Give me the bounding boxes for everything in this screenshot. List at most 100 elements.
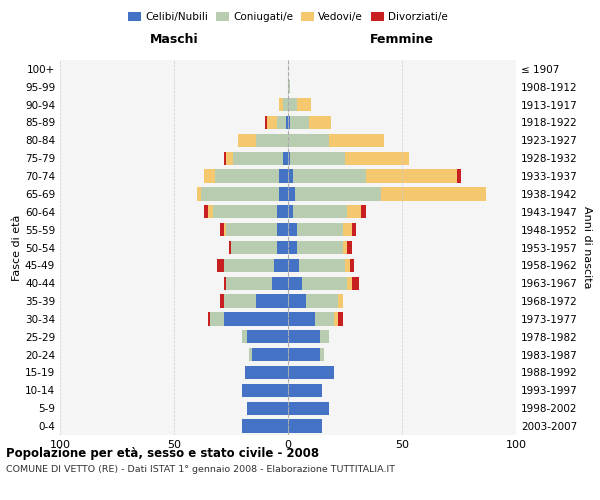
Bar <box>242 330 247 344</box>
Bar <box>365 170 457 183</box>
Bar <box>288 294 306 308</box>
Bar <box>288 276 302 290</box>
Bar <box>299 258 345 272</box>
Bar <box>334 312 338 326</box>
Bar <box>297 241 343 254</box>
Bar <box>288 205 293 218</box>
Bar <box>203 205 208 218</box>
Bar <box>290 152 345 165</box>
Bar <box>245 366 288 379</box>
Bar <box>277 205 288 218</box>
Bar <box>352 276 359 290</box>
Bar <box>288 366 334 379</box>
Bar <box>320 348 325 362</box>
Bar <box>274 258 288 272</box>
Bar <box>288 223 297 236</box>
Bar <box>329 134 384 147</box>
Legend: Celibi/Nubili, Coniugati/e, Vedovi/e, Divorziati/e: Celibi/Nubili, Coniugati/e, Vedovi/e, Di… <box>124 8 452 26</box>
Bar <box>343 241 347 254</box>
Bar <box>288 134 329 147</box>
Bar <box>293 205 347 218</box>
Bar <box>316 312 334 326</box>
Bar <box>352 223 356 236</box>
Bar <box>347 205 361 218</box>
Bar <box>286 116 288 129</box>
Bar <box>457 170 461 183</box>
Bar <box>347 276 352 290</box>
Bar <box>256 134 288 147</box>
Bar <box>268 116 277 129</box>
Bar <box>277 116 286 129</box>
Bar <box>256 294 288 308</box>
Bar <box>297 223 343 236</box>
Bar <box>265 116 268 129</box>
Bar <box>338 294 343 308</box>
Bar <box>231 241 277 254</box>
Bar <box>288 98 297 112</box>
Y-axis label: Fasce di età: Fasce di età <box>12 214 22 280</box>
Bar <box>290 116 308 129</box>
Bar <box>308 116 331 129</box>
Bar <box>229 241 231 254</box>
Bar <box>288 348 320 362</box>
Bar <box>279 187 288 200</box>
Bar <box>288 402 329 415</box>
Bar <box>208 205 213 218</box>
Bar <box>345 152 409 165</box>
Bar <box>251 348 288 362</box>
Bar <box>215 170 279 183</box>
Bar <box>211 312 224 326</box>
Bar <box>279 98 283 112</box>
Bar <box>220 223 224 236</box>
Bar <box>202 187 279 200</box>
Bar <box>347 241 352 254</box>
Bar <box>306 294 338 308</box>
Bar <box>272 276 288 290</box>
Bar <box>293 170 365 183</box>
Bar <box>288 116 290 129</box>
Bar <box>297 98 311 112</box>
Bar <box>277 241 288 254</box>
Bar <box>224 258 274 272</box>
Bar <box>320 330 329 344</box>
Bar <box>283 98 288 112</box>
Bar <box>343 223 352 236</box>
Bar <box>288 312 316 326</box>
Text: Popolazione per età, sesso e stato civile - 2008: Popolazione per età, sesso e stato civil… <box>6 448 319 460</box>
Bar <box>197 187 202 200</box>
Bar <box>233 152 283 165</box>
Bar <box>288 384 322 397</box>
Bar <box>288 170 293 183</box>
Bar <box>247 402 288 415</box>
Bar <box>224 312 288 326</box>
Bar <box>288 187 295 200</box>
Bar <box>345 258 350 272</box>
Bar <box>288 80 290 94</box>
Bar <box>217 258 224 272</box>
Bar <box>238 134 256 147</box>
Bar <box>350 258 354 272</box>
Bar <box>226 276 272 290</box>
Bar <box>213 205 277 218</box>
Bar <box>361 205 365 218</box>
Bar <box>288 258 299 272</box>
Bar <box>226 223 277 236</box>
Bar <box>220 294 224 308</box>
Bar <box>288 420 322 433</box>
Y-axis label: Anni di nascita: Anni di nascita <box>581 206 592 289</box>
Bar <box>247 330 288 344</box>
Bar <box>277 223 288 236</box>
Text: Maschi: Maschi <box>149 32 199 46</box>
Bar <box>208 312 211 326</box>
Bar <box>295 187 382 200</box>
Bar <box>242 420 288 433</box>
Bar <box>249 348 251 362</box>
Text: COMUNE DI VETTO (RE) - Dati ISTAT 1° gennaio 2008 - Elaborazione TUTTITALIA.IT: COMUNE DI VETTO (RE) - Dati ISTAT 1° gen… <box>6 466 395 474</box>
Bar <box>338 312 343 326</box>
Bar <box>203 170 215 183</box>
Bar <box>288 241 297 254</box>
Bar <box>224 276 226 290</box>
Bar <box>283 152 288 165</box>
Bar <box>302 276 347 290</box>
Bar <box>382 187 487 200</box>
